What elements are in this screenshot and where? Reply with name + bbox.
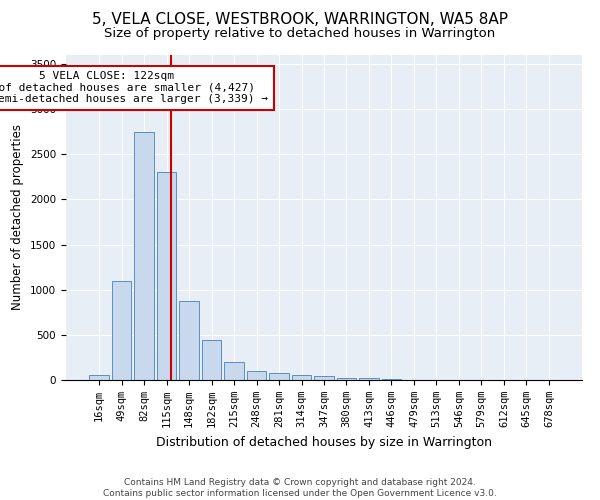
Text: Size of property relative to detached houses in Warrington: Size of property relative to detached ho… [104,28,496,40]
Bar [292,375,311,380]
Y-axis label: Number of detached properties: Number of detached properties [11,124,25,310]
Bar [112,280,131,380]
Bar [202,340,221,380]
Bar [359,378,379,380]
Text: 5, VELA CLOSE, WESTBROOK, WARRINGTON, WA5 8AP: 5, VELA CLOSE, WESTBROOK, WARRINGTON, WA… [92,12,508,28]
Bar [89,376,109,380]
Bar [157,172,176,380]
Bar [179,300,199,380]
Bar [314,376,334,380]
X-axis label: Distribution of detached houses by size in Warrington: Distribution of detached houses by size … [156,436,492,448]
Text: 5 VELA CLOSE: 122sqm
← 56% of detached houses are smaller (4,427)
43% of semi-de: 5 VELA CLOSE: 122sqm ← 56% of detached h… [0,71,268,104]
Bar [134,132,154,380]
Bar [337,378,356,380]
Bar [247,370,266,380]
Bar [269,373,289,380]
Bar [224,362,244,380]
Text: Contains HM Land Registry data © Crown copyright and database right 2024.
Contai: Contains HM Land Registry data © Crown c… [103,478,497,498]
